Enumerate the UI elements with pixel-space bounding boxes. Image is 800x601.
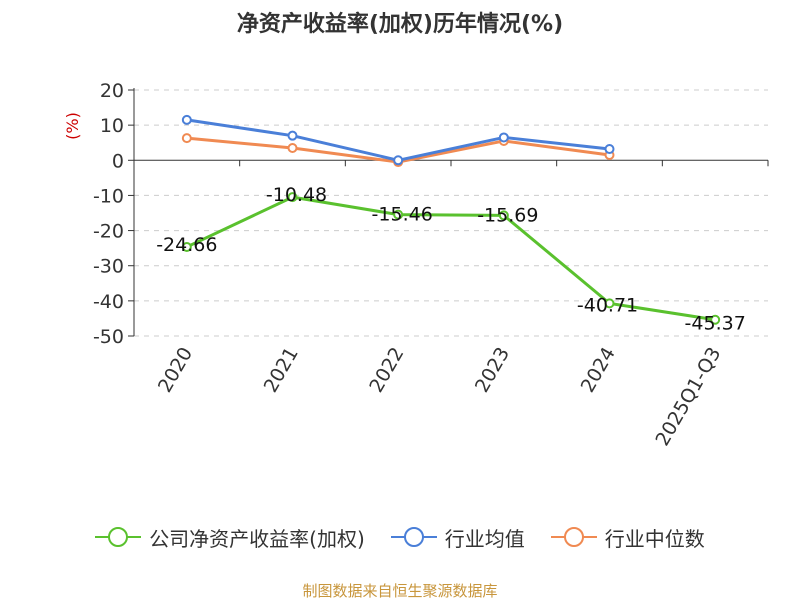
data-label: -15.46 (372, 204, 433, 226)
chart-title: 净资产收益率(加权)历年情况(%) (236, 12, 564, 37)
data-label: -40.71 (577, 294, 638, 316)
y-tick-label: -40 (93, 291, 124, 313)
legend-item[interactable]: 行业中位数 (550, 523, 705, 552)
axes: 20 10 0 -10 -20 -30 -40 -50 (%) 2020 2021 2022 2023 2… (63, 80, 769, 450)
data-label: -24.66 (156, 234, 217, 256)
legend-label: 行业中位数 (604, 526, 705, 551)
y-tick-label: -10 (93, 185, 124, 207)
data-point (710, 314, 721, 325)
data-point (498, 132, 509, 143)
y-axis-label: (%) (63, 112, 82, 140)
x-tick-label: 2024 (577, 344, 620, 397)
legend-marker-icon (390, 527, 437, 547)
data-point (181, 114, 192, 125)
series-line (186, 195, 716, 322)
data-point (181, 133, 192, 144)
data-point (498, 210, 509, 221)
x-tick-label: 2022 (365, 344, 408, 397)
x-tick-label: 2023 (471, 344, 514, 397)
data-point (393, 209, 404, 220)
data-point (287, 192, 298, 203)
y-tick-label: 10 (100, 115, 124, 137)
series-line (186, 118, 610, 162)
series-lines (181, 114, 721, 325)
legend-label: 行业均值 (444, 526, 525, 551)
y-tick-label: 20 (100, 80, 124, 102)
legend: 公司净资产收益率(加权) 行业均值 行业中位数 (0, 521, 800, 553)
x-tick-label: 2021 (260, 344, 303, 397)
footer-source: 制图数据来自恒生聚源数据库 (302, 582, 498, 600)
x-tick-label: 2025Q1-Q3 (651, 344, 725, 450)
data-point (181, 241, 192, 252)
legend-label: 公司净资产收益率(加权) (149, 526, 365, 551)
legend-marker-icon (95, 527, 142, 547)
legend-item[interactable]: 公司净资产收益率(加权) (95, 523, 365, 552)
data-label: -10.48 (266, 184, 327, 206)
y-tick-label: -20 (93, 221, 124, 243)
y-tick-label: -30 (93, 256, 124, 278)
data-labels: -24.66 -10.48 -15.46 -15.69 -40.71 -45.37 (156, 184, 746, 335)
legend-item[interactable]: 行业均值 (390, 523, 525, 552)
data-label: -15.69 (477, 204, 538, 226)
y-tick-label: 0 (112, 150, 124, 172)
data-point (393, 155, 404, 166)
data-point (287, 130, 298, 141)
y-tick-label: -50 (93, 326, 124, 348)
x-tick-label: 2020 (154, 344, 197, 397)
data-label: -45.37 (685, 313, 746, 335)
legend-marker-icon (550, 527, 597, 547)
data-point (604, 298, 615, 309)
data-point (287, 142, 298, 153)
data-point (604, 144, 615, 155)
